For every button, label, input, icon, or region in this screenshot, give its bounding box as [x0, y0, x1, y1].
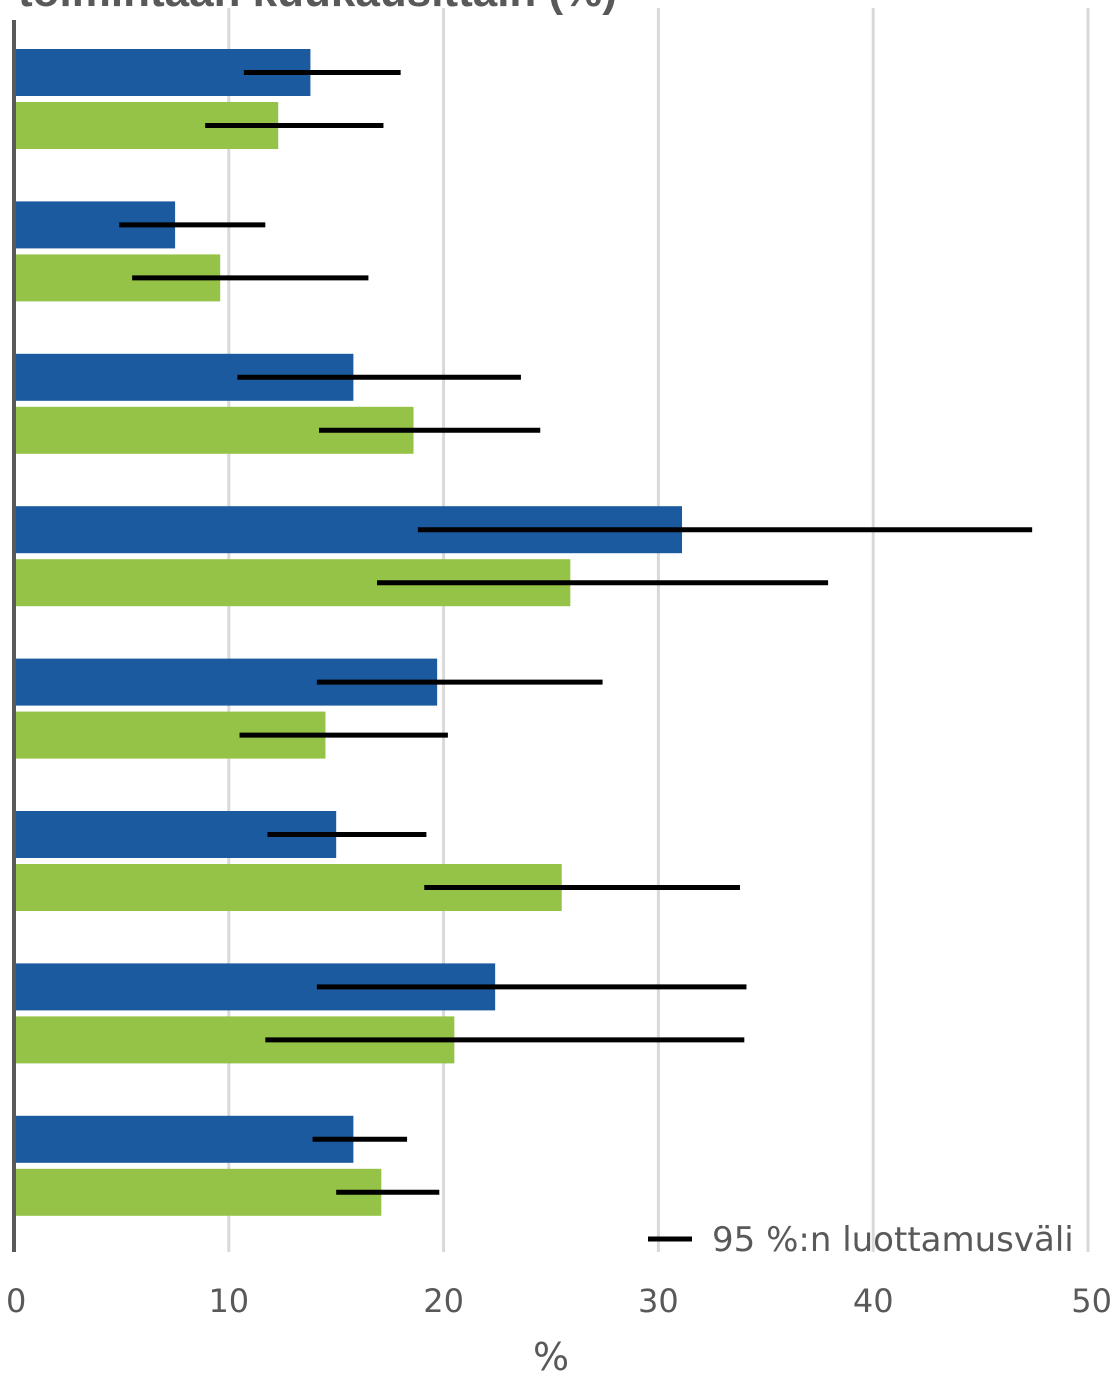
x-axis-ticks: 0 10 20 30 40 50: [6, 1282, 1112, 1320]
x-tick-label: 30: [638, 1282, 679, 1320]
x-tick-label: 0: [6, 1282, 26, 1320]
x-tick-label: 10: [208, 1282, 249, 1320]
bar-b: [16, 1168, 382, 1216]
error-bars: [119, 70, 1033, 1195]
legend-label: 95 %:n luottamusväli: [712, 1220, 1074, 1260]
x-tick-label: 40: [853, 1282, 894, 1320]
x-axis-label: %: [533, 1335, 569, 1376]
bar-a: [16, 1115, 354, 1163]
x-tick-label: 50: [1071, 1282, 1112, 1320]
legend: 95 %:n luottamusväli: [648, 1220, 1074, 1260]
chart-title: toimintaan kuukausittain (%): [18, 0, 617, 16]
bars: [16, 49, 683, 1216]
x-tick-label: 20: [423, 1282, 464, 1320]
gridlines: [227, 8, 1090, 1252]
